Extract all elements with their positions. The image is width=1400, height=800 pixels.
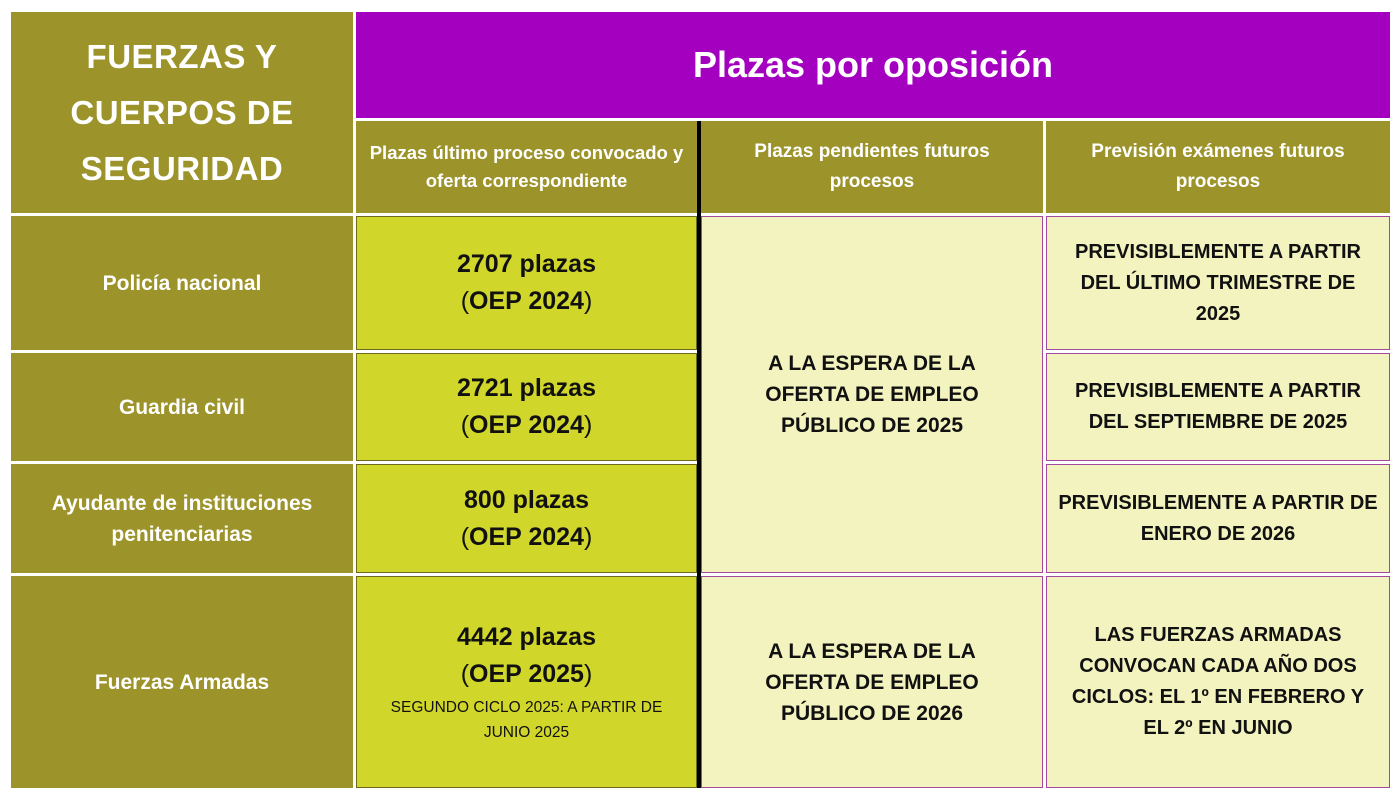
corner-title-line-2: CUERPOS DE (70, 93, 294, 131)
prevision-cell-policia: PREVISIBLEMENTE A PARTIR DEL ÚLTIMO TRIM… (1046, 216, 1390, 350)
page-title: Plazas por oposición (692, 44, 1054, 85)
pendientes-cell-group: A LA ESPERA DE LA OFERTA DE EMPLEO PÚBLI… (701, 216, 1043, 573)
prevision-text: PREVISIBLEMENTE A PARTIR DEL SEPTIEMBRE … (1075, 380, 1361, 433)
prevision-text: PREVISIBLEMENTE A PARTIR DEL ÚLTIMO TRIM… (1075, 240, 1361, 325)
row-label-fuerzas-armadas: Fuerzas Armadas (11, 576, 353, 788)
corner-title-line-1: FUERZAS Y (86, 37, 278, 75)
pendientes-text: A LA ESPERA DE LA OFERTA DE EMPLEO PÚBLI… (765, 352, 979, 437)
oep-label: (OEP 2024) (460, 411, 593, 439)
pendientes-cell-fuerzas-armadas: A LA ESPERA DE LA OFERTA DE EMPLEO PÚBLI… (701, 576, 1043, 788)
row-label-text: Policía nacional (102, 271, 262, 295)
pendientes-text: A LA ESPERA DE LA OFERTA DE EMPLEO PÚBLI… (765, 639, 979, 725)
prevision-cell-fuerzas-armadas: LAS FUERZAS ARMADAS CONVOCAN CADA AÑO DO… (1046, 576, 1390, 788)
prevision-text: PREVISIBLEMENTE A PARTIR DE ENERO DE 202… (1058, 491, 1378, 545)
row-label-guardia: Guardia civil (11, 353, 353, 461)
row-label-text: Fuerzas Armadas (94, 670, 270, 694)
column-divider (697, 121, 701, 788)
plazas-cell-fuerzas-armadas: 4442 plazas (OEP 2025) SEGUNDO CICLO 202… (356, 576, 697, 788)
row-label-text: Ayudante de instituciones penitenciarias (51, 491, 313, 546)
row-label-policia: Policía nacional (11, 216, 353, 350)
plazas-count: 2707 plazas (457, 250, 596, 278)
plazas-count: 2721 plazas (457, 374, 596, 402)
column-header-pendientes-label: Plazas pendientes futuros procesos (754, 141, 990, 192)
corner-title-line-3: SEGURIDAD (80, 149, 284, 187)
plazas-count: 4442 plazas (457, 623, 596, 651)
plazas-cell-penitenciarias: 800 plazas (OEP 2024) (356, 464, 697, 573)
top-title-cell: Plazas por oposición (356, 12, 1390, 118)
row-label-text: Guardia civil (118, 395, 246, 419)
oep-label: (OEP 2024) (460, 522, 593, 551)
column-header-prevision: Previsión exámenes futuros procesos (1046, 121, 1390, 213)
plazas-cell-policia: 2707 plazas (OEP 2024) (356, 216, 697, 350)
plazas-note: SEGUNDO CICLO 2025: A PARTIR DE JUNIO 20… (390, 699, 663, 741)
oep-label: (OEP 2025) (460, 660, 593, 688)
column-header-prevision-label: Previsión exámenes futuros procesos (1091, 141, 1345, 192)
table-corner-title: FUERZAS Y CUERPOS DE SEGURIDAD (70, 29, 293, 197)
column-header-plazas: Plazas último proceso convocado y oferta… (356, 121, 697, 213)
corner-title-cell: FUERZAS Y CUERPOS DE SEGURIDAD (11, 12, 353, 213)
plazas-cell-guardia: 2721 plazas (OEP 2024) (356, 353, 697, 461)
oep-label: (OEP 2024) (460, 287, 593, 315)
row-label-penitenciarias: Ayudante de instituciones penitenciarias (11, 464, 353, 573)
prevision-text: LAS FUERZAS ARMADAS CONVOCAN CADA AÑO DO… (1071, 624, 1365, 739)
plazas-count: 800 plazas (463, 485, 590, 514)
prevision-cell-penitenciarias: PREVISIBLEMENTE A PARTIR DE ENERO DE 202… (1046, 464, 1390, 573)
prevision-cell-guardia: PREVISIBLEMENTE A PARTIR DEL SEPTIEMBRE … (1046, 353, 1390, 461)
column-header-pendientes: Plazas pendientes futuros procesos (701, 121, 1043, 213)
column-header-plazas-label: Plazas último proceso convocado y oferta… (369, 142, 684, 191)
